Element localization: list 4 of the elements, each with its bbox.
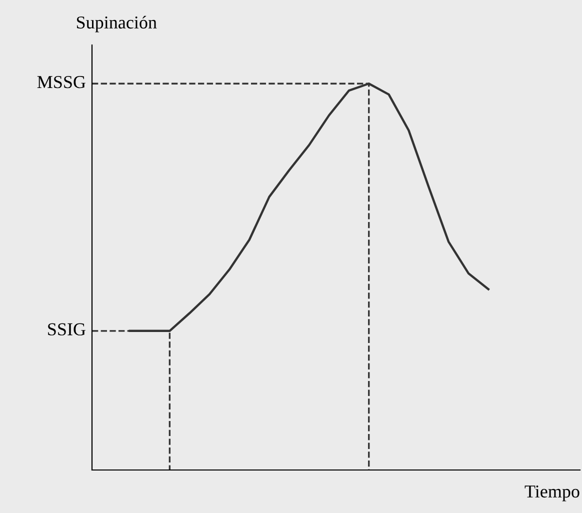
- y-axis-title: Supinación: [76, 16, 157, 32]
- ref-line-label: SSIG: [48, 323, 86, 336]
- x-axis-title: Tiempo: [524, 485, 580, 502]
- ref-line-label: MSSG: [37, 76, 86, 88]
